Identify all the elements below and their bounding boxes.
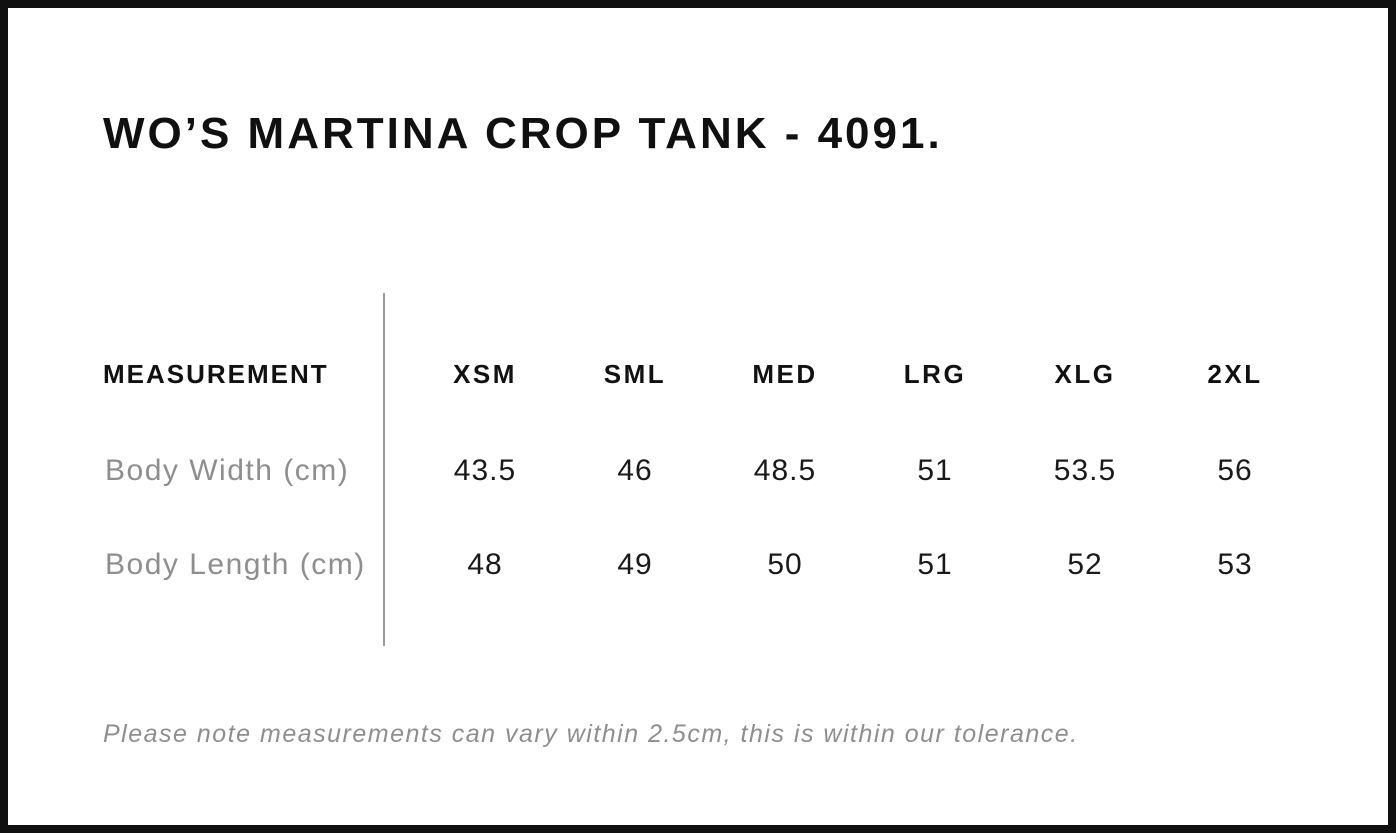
size-value-cell: 53.5 xyxy=(1053,454,1117,487)
size-column-header-xlg: XLG xyxy=(1054,359,1116,389)
size-value-cell: 49 xyxy=(617,548,653,581)
size-column-header-lrg: LRG xyxy=(903,359,967,389)
size-value-cell: 53 xyxy=(1217,548,1253,581)
size-value-cell: 50 xyxy=(767,548,803,581)
size-value-cell: 46 xyxy=(617,454,653,487)
size-column-header-xsm: XSM xyxy=(453,359,517,389)
size-column-header-sml: SML xyxy=(603,359,667,389)
page-title: WO’S MARTINA CROP TANK - 4091. xyxy=(103,109,943,158)
size-value-cell: 48.5 xyxy=(753,454,817,487)
row-label-body-length: Body Length (cm) xyxy=(105,548,366,581)
measurement-column-header: MEASUREMENT xyxy=(103,359,329,389)
size-value-cell: 51 xyxy=(917,548,953,581)
size-column-header-2xl: 2XL xyxy=(1207,359,1263,389)
size-column-header-med: MED xyxy=(752,359,818,389)
size-chart: MEASUREMENT XSM SML MED LRG XLG 2XL Body… xyxy=(103,293,1318,646)
size-value-cell: 52 xyxy=(1067,548,1103,581)
size-chart-table: MEASUREMENT XSM SML MED LRG XLG 2XL Body… xyxy=(103,293,1318,642)
size-value-cell: 56 xyxy=(1217,454,1253,487)
column-divider xyxy=(383,293,385,646)
row-label-body-width: Body Width (cm) xyxy=(105,454,350,487)
tolerance-note: Please note measurements can vary within… xyxy=(103,720,1079,748)
size-value-cell: 51 xyxy=(917,454,953,487)
size-value-cell: 43.5 xyxy=(453,454,517,487)
size-value-cell: 48 xyxy=(467,548,503,581)
